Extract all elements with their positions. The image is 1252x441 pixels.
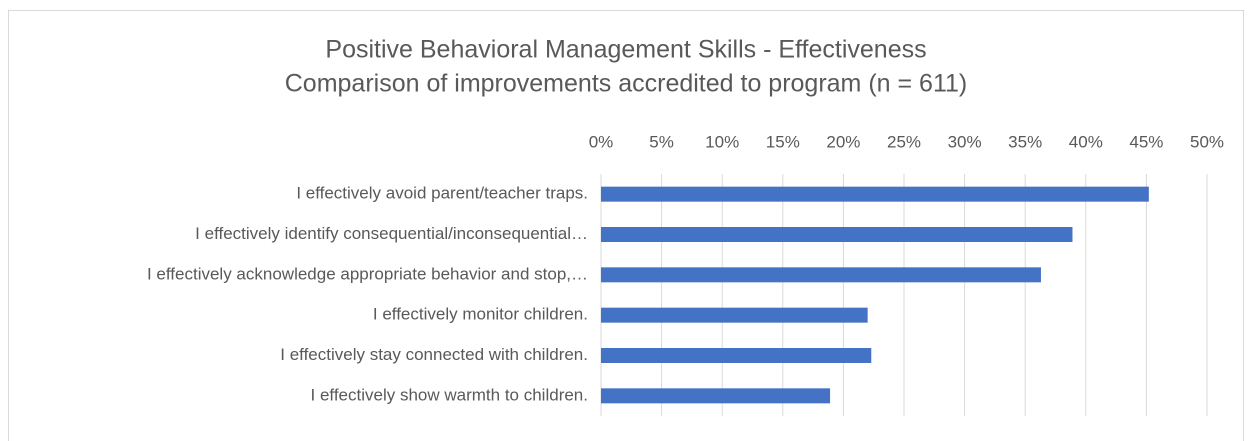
chart-title: Positive Behavioral Management Skills - …	[325, 36, 926, 64]
bar	[601, 388, 831, 404]
y-tick-label: I effectively monitor children.	[373, 305, 588, 324]
y-tick-label: I effectively acknowledge appropriate be…	[147, 264, 588, 283]
bar	[601, 348, 872, 363]
x-tick-label: 25%	[887, 132, 921, 151]
bar	[601, 186, 1149, 202]
bar	[601, 227, 1073, 242]
x-tick-label: 15%	[766, 132, 800, 151]
x-tick-label: 40%	[1069, 132, 1103, 151]
x-tick-label: 50%	[1190, 132, 1224, 151]
x-tick-label: 45%	[1129, 132, 1163, 151]
x-tick-label: 5%	[649, 132, 674, 151]
y-tick-label: I effectively identify consequential/inc…	[195, 224, 588, 243]
x-tick-label: 10%	[705, 132, 739, 151]
x-tick-label: 0%	[589, 132, 614, 151]
bar	[601, 267, 1041, 283]
x-tick-label: 20%	[826, 132, 860, 151]
x-tick-label: 30%	[948, 132, 982, 151]
chart-border	[8, 10, 1244, 441]
x-tick-label: 35%	[1008, 132, 1042, 151]
y-tick-label: I effectively stay connected with childr…	[280, 345, 588, 364]
bar	[601, 307, 868, 323]
chart-subtitle: Comparison of improvements accredited to…	[285, 70, 967, 98]
y-tick-label: I effectively avoid parent/teacher traps…	[296, 184, 588, 203]
y-tick-label: I effectively show warmth to children.	[311, 385, 588, 404]
